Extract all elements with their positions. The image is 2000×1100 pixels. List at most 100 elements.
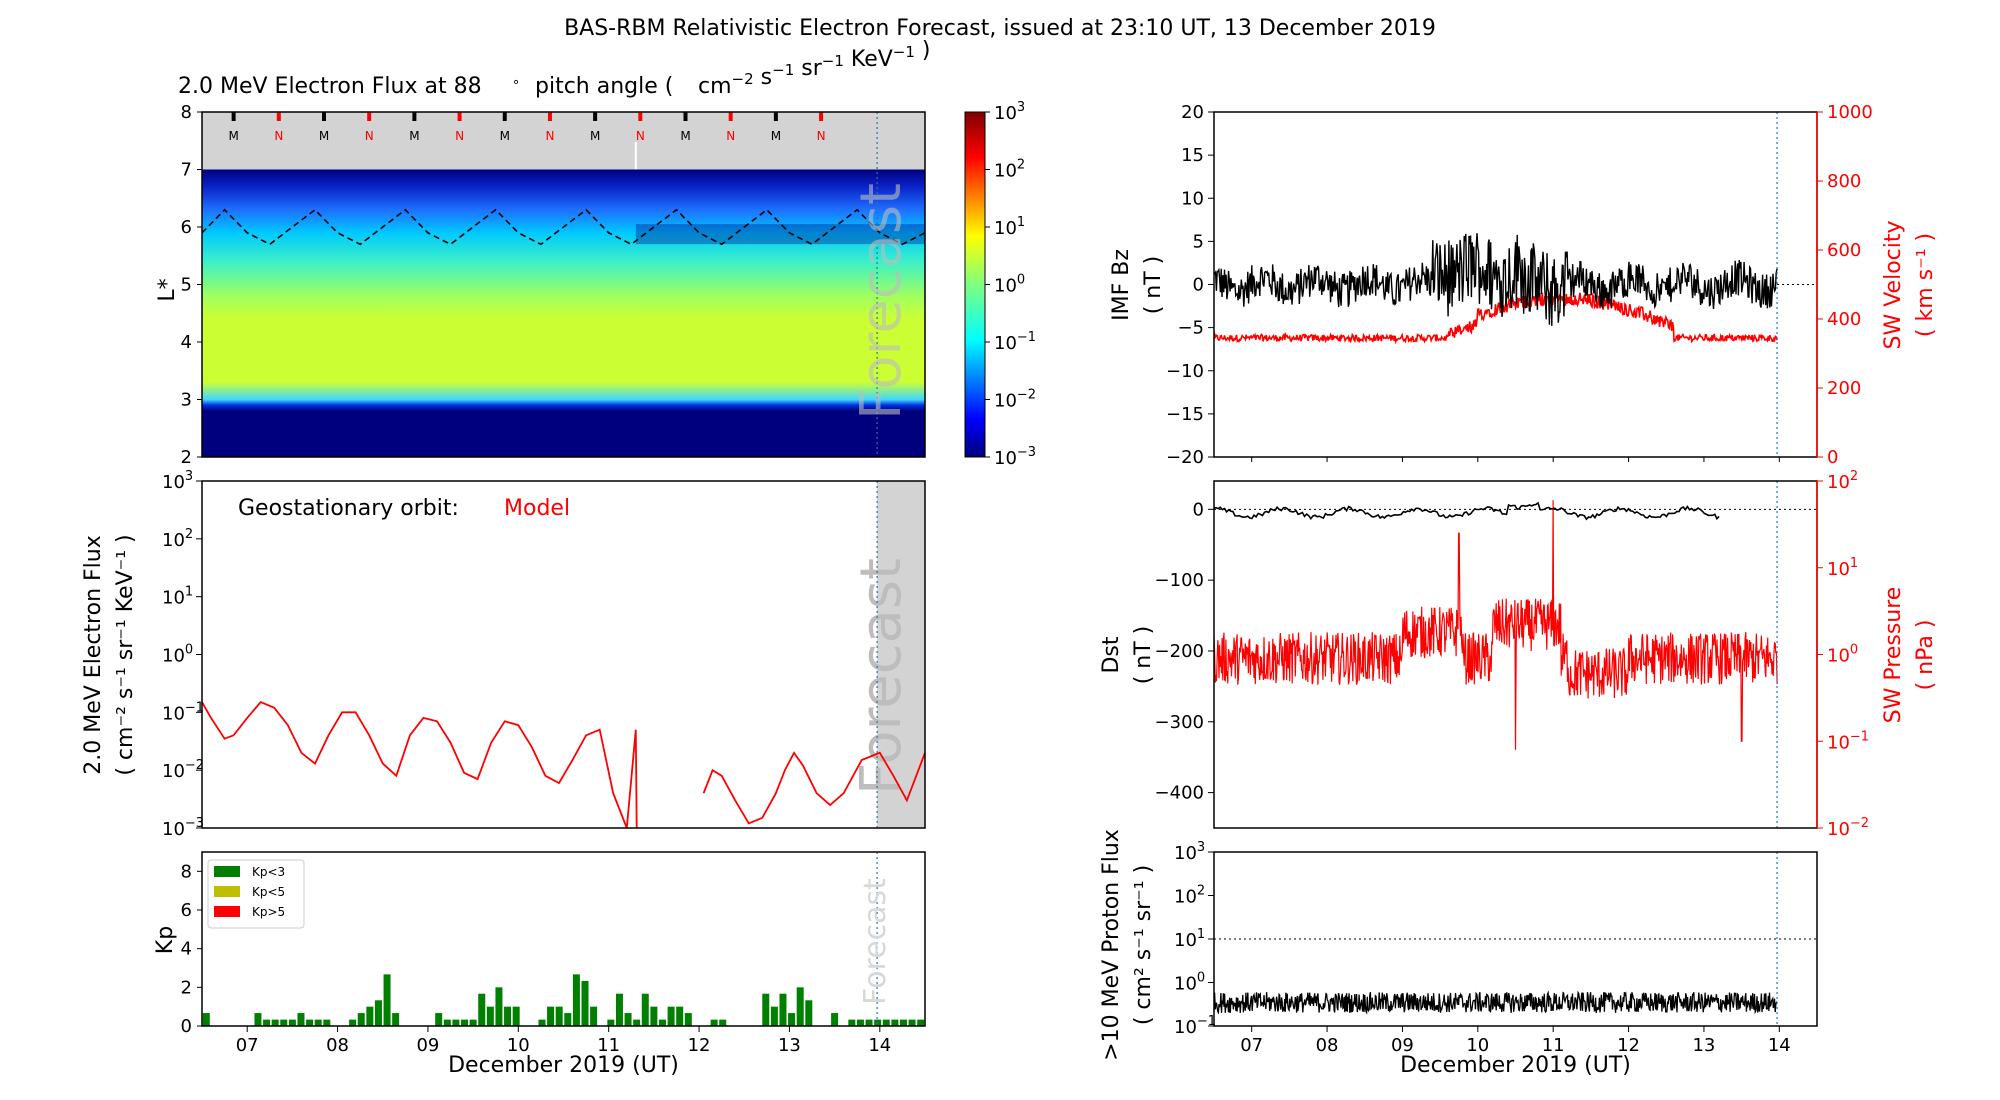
flux-map-no-data-region — [202, 112, 925, 170]
geo-ytick-label: 10−1 — [162, 700, 204, 724]
mn-marker-label: M — [590, 129, 600, 143]
kp-bar — [762, 993, 770, 1026]
kp-bar — [323, 1019, 331, 1026]
kp-bar — [856, 1019, 864, 1026]
flux-map-title-units: cm−2 s−1 sr−1 KeV−1 ) — [698, 38, 931, 99]
geo-ylabel-1: 2.0 MeV Electron Flux — [81, 535, 106, 775]
mn-marker-label: M — [500, 129, 510, 143]
kp-bar — [366, 1006, 374, 1026]
geo-ylabel-2: ( cm⁻² s⁻¹ sr⁻¹ KeV⁻¹ ) — [113, 534, 138, 775]
kp-bar — [452, 1019, 460, 1026]
kp-bar — [805, 1000, 813, 1026]
kp-xtick-label: 12 — [688, 1035, 711, 1056]
imf-ytick-label: −10 — [1166, 361, 1204, 382]
kp-bar — [831, 1013, 839, 1026]
kp-ytick-label: 4 — [181, 939, 192, 960]
mn-marker-label: N — [817, 129, 826, 143]
kp-bar — [314, 1019, 322, 1026]
kp-bar — [796, 987, 804, 1026]
colorbar-tick-label: 10−2 — [994, 388, 1036, 412]
proton-ytick-label: 101 — [1174, 927, 1205, 951]
swv-ylabel-1: SW Velocity — [1881, 220, 1906, 349]
colorbar-tick-label: 10−3 — [994, 445, 1036, 469]
kp-xtick-label: 10 — [507, 1035, 530, 1056]
swv-ytick-label: 0 — [1827, 447, 1838, 468]
kp-bar — [297, 1013, 305, 1026]
dst-ytick-label: 0 — [1193, 499, 1204, 520]
swp-ytick-label: 101 — [1827, 556, 1858, 580]
kp-bar — [719, 1019, 727, 1026]
proton-ylabel-2: ( cm² s⁻¹ sr⁻¹ ) — [1131, 865, 1156, 1025]
proton-ytick-label: 102 — [1174, 884, 1205, 908]
flux-map-ytick-label: 5 — [181, 275, 192, 296]
kp-bar — [615, 993, 623, 1026]
proton-ytick-label: 103 — [1174, 840, 1205, 864]
kp-bar — [865, 1019, 873, 1026]
flux-map-ylabel: L* — [155, 278, 180, 301]
flux-map-heatmap — [202, 169, 925, 457]
kp-bar — [271, 1019, 279, 1026]
kp-ytick-label: 8 — [181, 861, 192, 882]
swv-ytick-label: 600 — [1827, 240, 1861, 261]
colorbar-tick-label: 101 — [994, 215, 1025, 239]
proton-ytick-label: 10−1 — [1174, 1014, 1216, 1038]
kp-bar — [667, 1006, 675, 1026]
kp-xtick-label: 08 — [326, 1035, 349, 1056]
kp-bar — [581, 980, 589, 1026]
kp-bar — [349, 1019, 357, 1026]
kp-bar — [280, 1019, 288, 1026]
imf-ytick-label: −5 — [1177, 318, 1204, 339]
kp-bar — [564, 1013, 572, 1026]
kp-bar — [917, 1019, 925, 1026]
kp-bar — [779, 993, 787, 1026]
swp-ytick-label: 10−2 — [1827, 816, 1869, 840]
mn-marker-label: M — [409, 129, 419, 143]
kp-bar — [478, 993, 486, 1026]
kp-forecast-watermark: Forecast — [858, 878, 893, 1005]
flux-map-ytick-label: 2 — [181, 447, 192, 468]
dst-ylabel-2: ( nT ) — [1131, 626, 1156, 685]
flux-map-title-main: 2.0 MeV Electron Flux at 88 — [178, 74, 482, 99]
proton-xtick-label: 09 — [1391, 1035, 1414, 1056]
kp-xlabel: December 2019 (UT) — [448, 1053, 679, 1078]
kp-bar — [504, 1006, 512, 1026]
mn-marker-label: N — [545, 129, 554, 143]
flux-map-geo-L-line — [201, 208, 926, 246]
imf-ytick-label: 10 — [1181, 188, 1204, 209]
proton-xtick-label: 10 — [1466, 1035, 1489, 1056]
kp-bar — [848, 1019, 856, 1026]
kp-bar — [555, 1006, 563, 1026]
imf-ytick-label: −20 — [1166, 447, 1204, 468]
colorbar — [964, 111, 986, 458]
kp-bar — [676, 1006, 684, 1026]
kp-legend-swatch — [214, 866, 240, 877]
imf-ylabel-2: ( nT ) — [1141, 256, 1166, 315]
flux-map-dropout — [635, 224, 925, 245]
kp-legend-label: Kp<5 — [252, 885, 285, 899]
mn-marker-label: N — [726, 129, 735, 143]
kp-xtick-label: 11 — [597, 1035, 620, 1056]
proton-flux-series — [1213, 990, 1778, 1015]
proton-xtick-label: 11 — [1542, 1035, 1565, 1056]
geo-model-label: Model — [504, 496, 570, 521]
geo-label: Geostationary orbit: — [238, 496, 459, 521]
kp-bar — [633, 1019, 641, 1026]
kp-bar — [461, 1019, 469, 1026]
kp-xtick-label: 09 — [416, 1035, 439, 1056]
imf-bz-series — [1213, 233, 1778, 326]
kp-legend-label: Kp<3 — [252, 865, 285, 879]
kp-ylabel: Kp — [153, 926, 178, 954]
mn-marker-label: N — [274, 129, 283, 143]
dst-ylabel-1: Dst — [1099, 636, 1124, 673]
dst-ytick-label: −400 — [1155, 783, 1204, 804]
kp-bar — [710, 1019, 718, 1026]
mn-marker-label: N — [365, 129, 374, 143]
kp-bar — [383, 974, 391, 1026]
proton-xtick-label: 07 — [1240, 1035, 1263, 1056]
mn-marker-label: M — [771, 129, 781, 143]
kp-legend-swatch — [214, 906, 240, 917]
kp-bar — [538, 1019, 546, 1026]
proton-xtick-label: 08 — [1316, 1035, 1339, 1056]
kp-legend-label: Kp>5 — [252, 905, 285, 919]
geo-ytick-label: 101 — [162, 585, 193, 609]
